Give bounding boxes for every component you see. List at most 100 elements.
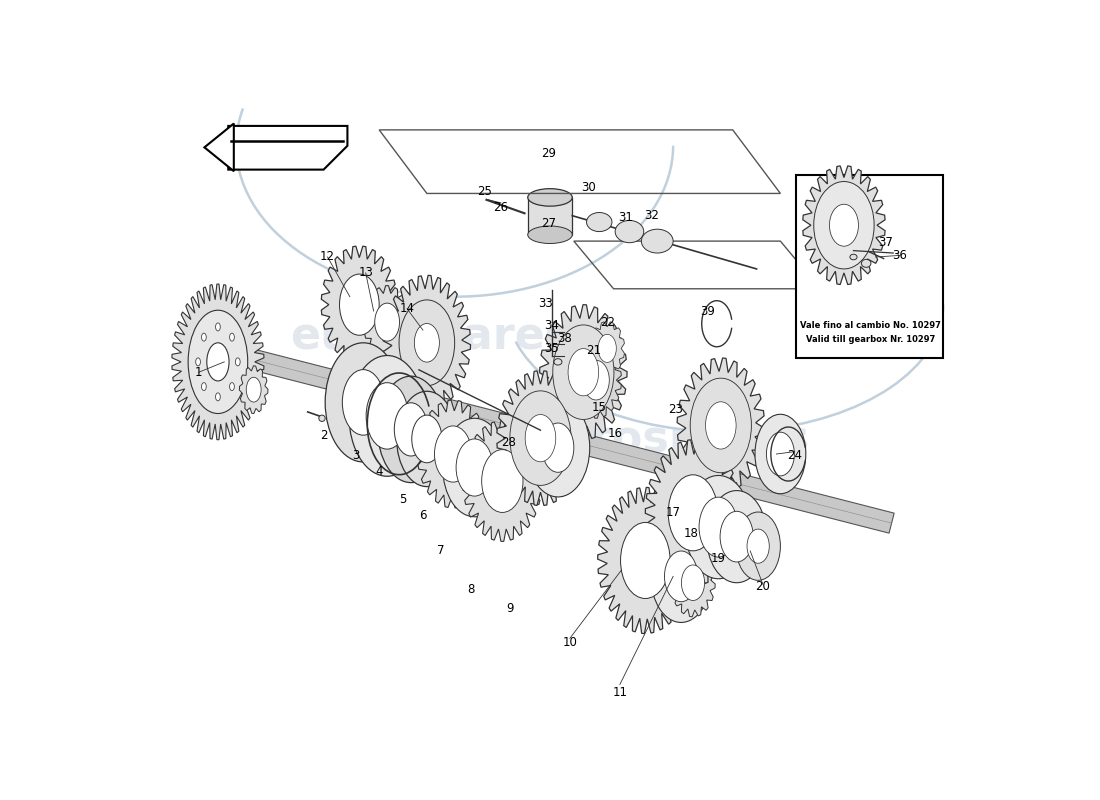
Text: 3: 3 xyxy=(352,449,359,462)
Ellipse shape xyxy=(326,342,402,462)
Ellipse shape xyxy=(641,229,673,253)
Ellipse shape xyxy=(668,475,718,551)
Text: Vale fino al cambio No. 10297: Vale fino al cambio No. 10297 xyxy=(800,321,940,330)
Text: 9: 9 xyxy=(506,602,514,614)
Ellipse shape xyxy=(850,254,857,260)
Ellipse shape xyxy=(664,551,697,602)
Ellipse shape xyxy=(377,376,444,482)
Ellipse shape xyxy=(620,522,670,598)
Polygon shape xyxy=(803,166,886,285)
Polygon shape xyxy=(528,198,572,234)
Ellipse shape xyxy=(510,391,571,486)
Ellipse shape xyxy=(747,529,769,563)
Text: 38: 38 xyxy=(557,331,572,345)
Polygon shape xyxy=(597,487,693,634)
Ellipse shape xyxy=(528,226,572,243)
Polygon shape xyxy=(678,358,764,493)
Text: 23: 23 xyxy=(668,403,683,416)
Ellipse shape xyxy=(246,378,261,402)
Ellipse shape xyxy=(216,393,220,401)
Text: 2: 2 xyxy=(320,430,328,442)
Text: 16: 16 xyxy=(607,427,623,440)
Text: 31: 31 xyxy=(618,210,632,224)
Polygon shape xyxy=(540,305,627,440)
Text: 5: 5 xyxy=(399,493,407,506)
Text: 8: 8 xyxy=(466,582,474,595)
Ellipse shape xyxy=(194,322,242,402)
Ellipse shape xyxy=(207,342,229,381)
Text: 10: 10 xyxy=(562,636,578,649)
Ellipse shape xyxy=(196,358,200,366)
Text: 36: 36 xyxy=(892,249,907,262)
Ellipse shape xyxy=(482,450,522,513)
Polygon shape xyxy=(417,400,488,508)
Polygon shape xyxy=(238,346,894,533)
Text: 32: 32 xyxy=(645,209,659,222)
Text: 27: 27 xyxy=(541,217,556,230)
Text: 18: 18 xyxy=(684,527,699,540)
Ellipse shape xyxy=(518,403,563,474)
Ellipse shape xyxy=(685,475,751,578)
Ellipse shape xyxy=(706,490,767,582)
Ellipse shape xyxy=(720,511,754,562)
Ellipse shape xyxy=(525,414,556,462)
Ellipse shape xyxy=(681,565,705,601)
Text: 33: 33 xyxy=(539,297,553,310)
Text: 37: 37 xyxy=(878,236,893,250)
Ellipse shape xyxy=(755,414,806,494)
Text: 7: 7 xyxy=(437,545,444,558)
Polygon shape xyxy=(229,126,348,170)
Ellipse shape xyxy=(823,194,866,256)
Ellipse shape xyxy=(568,349,598,396)
Polygon shape xyxy=(463,421,542,542)
Ellipse shape xyxy=(415,323,439,362)
Polygon shape xyxy=(571,342,621,418)
Text: 34: 34 xyxy=(544,319,559,332)
Polygon shape xyxy=(497,371,584,506)
Ellipse shape xyxy=(554,358,562,365)
Ellipse shape xyxy=(561,337,606,407)
Text: 24: 24 xyxy=(788,449,802,462)
Ellipse shape xyxy=(829,204,858,246)
Polygon shape xyxy=(671,549,715,617)
Text: 19: 19 xyxy=(711,552,726,566)
Text: 28: 28 xyxy=(502,436,516,449)
Text: 1: 1 xyxy=(195,366,202,378)
Polygon shape xyxy=(646,440,740,586)
Ellipse shape xyxy=(528,189,572,206)
Text: 11: 11 xyxy=(613,686,627,699)
Ellipse shape xyxy=(434,426,472,482)
Text: 30: 30 xyxy=(581,181,595,194)
Text: 29: 29 xyxy=(541,147,556,160)
Ellipse shape xyxy=(690,378,751,473)
Text: eurospares: eurospares xyxy=(290,315,572,358)
Ellipse shape xyxy=(700,497,738,557)
Ellipse shape xyxy=(375,303,399,341)
Text: 35: 35 xyxy=(544,342,559,355)
FancyBboxPatch shape xyxy=(796,175,944,358)
Ellipse shape xyxy=(861,259,871,267)
Ellipse shape xyxy=(319,415,326,422)
Ellipse shape xyxy=(586,213,612,231)
Ellipse shape xyxy=(526,398,590,497)
Ellipse shape xyxy=(814,182,874,269)
Text: 14: 14 xyxy=(399,302,415,315)
Ellipse shape xyxy=(201,333,207,341)
Text: Valid till gearbox Nr. 10297: Valid till gearbox Nr. 10297 xyxy=(805,335,935,344)
Ellipse shape xyxy=(598,334,616,362)
Ellipse shape xyxy=(188,310,248,414)
Polygon shape xyxy=(205,123,234,171)
Text: 25: 25 xyxy=(477,186,493,198)
Ellipse shape xyxy=(553,325,614,419)
Ellipse shape xyxy=(615,221,644,242)
Text: 20: 20 xyxy=(756,580,770,593)
Ellipse shape xyxy=(651,530,712,622)
Ellipse shape xyxy=(340,274,379,335)
Ellipse shape xyxy=(442,418,506,517)
Ellipse shape xyxy=(736,512,780,580)
Ellipse shape xyxy=(411,415,442,462)
Polygon shape xyxy=(363,286,411,358)
Ellipse shape xyxy=(399,300,454,386)
Polygon shape xyxy=(383,275,471,410)
Text: 13: 13 xyxy=(359,266,373,279)
